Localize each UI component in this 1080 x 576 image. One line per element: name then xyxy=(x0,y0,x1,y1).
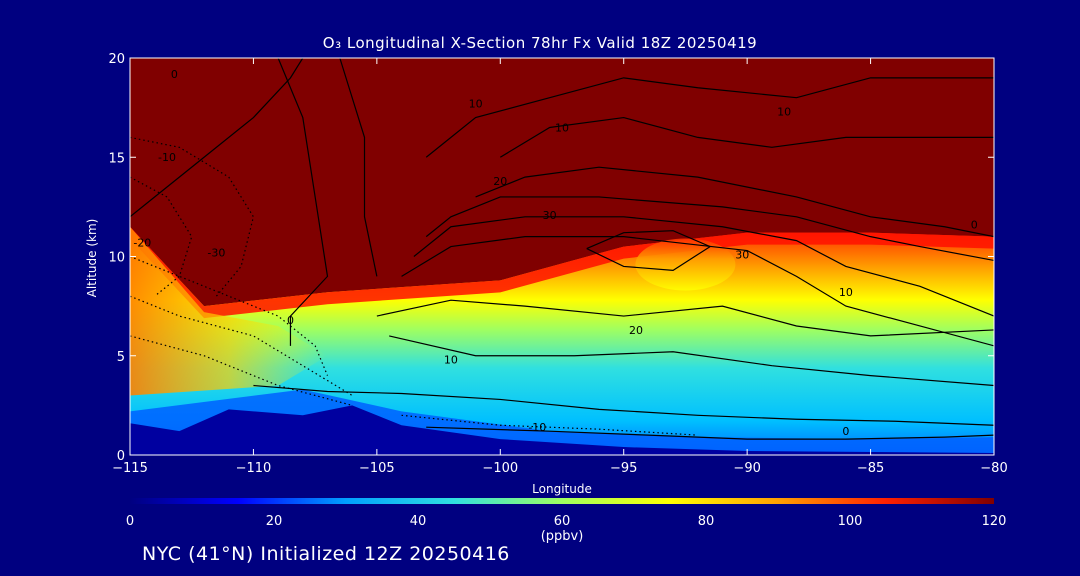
western-ozone-lobe xyxy=(130,226,328,396)
contour-label: 0 xyxy=(287,314,294,327)
contour-label: -10 xyxy=(158,151,176,164)
contour-label: 30 xyxy=(543,209,557,222)
colorbar-unit-label: (ppbv) xyxy=(541,529,584,544)
x-tick-label: −90 xyxy=(733,461,760,476)
colorbar-tick-label: 0 xyxy=(126,514,134,529)
contour-line-11 xyxy=(253,384,994,426)
contour-line-4 xyxy=(499,116,994,158)
terrain xyxy=(130,405,994,455)
neg-contour-line-5 xyxy=(401,414,698,436)
contour-line-12 xyxy=(426,426,994,440)
contour-label: 20 xyxy=(493,175,507,188)
y-tick-label: 5 xyxy=(117,350,125,365)
x-tick-label: −80 xyxy=(980,461,1007,476)
contour-line-2 xyxy=(339,58,378,277)
y-tick-label: 10 xyxy=(108,251,125,266)
contour-label: 10 xyxy=(444,354,458,367)
colorbar-bar xyxy=(130,498,994,504)
neg-contour-line-2 xyxy=(130,255,329,376)
contour-line-3 xyxy=(425,77,994,158)
x-axis-label: Longitude xyxy=(532,482,592,496)
contour-line-9 xyxy=(376,299,994,337)
ozone-field xyxy=(130,58,994,455)
y-tick-label: 15 xyxy=(108,151,125,166)
neg-contour-line-1 xyxy=(130,176,193,297)
x-tick-label: −100 xyxy=(482,461,518,476)
colorbar-tick-label: 40 xyxy=(410,514,427,529)
tropopause-fringe xyxy=(130,226,994,319)
contour-label: 0 xyxy=(971,219,978,232)
contour-label: 10 xyxy=(469,98,483,111)
x-tick-label: −105 xyxy=(359,461,395,476)
x-tick-label: −110 xyxy=(236,461,272,476)
ozone-contours: 0 10 10 10 20 30 30 20 10 10 -10 0 -20 -30 -10 0 0 xyxy=(130,58,994,440)
contour-line-6 xyxy=(425,196,994,262)
footer-init-text: NYC (41°N) Initialized 12Z 20250416 xyxy=(142,543,510,565)
contour-label: 10 xyxy=(555,121,569,134)
chart-title: O₃ Longitudinal X-Section 78hr Fx Valid … xyxy=(322,34,758,52)
contour-label: 0 xyxy=(171,68,178,81)
neg-contour-line-0 xyxy=(130,136,255,297)
x-tick-label: −85 xyxy=(857,461,884,476)
y-tick-label: 20 xyxy=(108,52,125,67)
contour-label: 10 xyxy=(777,106,791,119)
contour-label: -30 xyxy=(207,247,225,260)
colorbar-tick-label: 60 xyxy=(554,514,571,529)
colorbar-tick-label: 20 xyxy=(266,514,283,529)
contour-line-8 xyxy=(401,236,994,347)
colorbar: 0 20 40 60 80 100 120 (ppbv) xyxy=(126,498,1007,544)
contour-label: -10 xyxy=(528,421,546,434)
contour-label: -20 xyxy=(133,237,151,250)
contour-line-1 xyxy=(277,58,329,346)
neg-contour-line-4 xyxy=(130,335,353,406)
colorbar-tick-label: 100 xyxy=(838,514,863,529)
contour-line-0 xyxy=(130,58,304,218)
x-tick-label: −95 xyxy=(610,461,637,476)
colorbar-tick-label: 80 xyxy=(698,514,715,529)
contour-label: 10 xyxy=(839,286,853,299)
contour-label: 30 xyxy=(735,248,749,261)
y-tick-label: 0 xyxy=(117,449,125,464)
x-tick-label: −115 xyxy=(112,461,148,476)
ozone-maximum xyxy=(635,238,736,291)
contour-label: 0 xyxy=(842,425,849,438)
plot-axes: −115 −110 −105 −100 −95 −90 −85 −80 0 5 10 15 20 xyxy=(108,52,1007,476)
contour-line-10 xyxy=(389,335,994,387)
contour-line-7 xyxy=(413,216,994,317)
contour-line-13 xyxy=(586,230,712,272)
contour-label: 20 xyxy=(629,324,643,337)
contour-line-5 xyxy=(475,166,994,238)
colorbar-tick-label: 120 xyxy=(982,514,1007,529)
troposphere-region xyxy=(130,226,994,455)
